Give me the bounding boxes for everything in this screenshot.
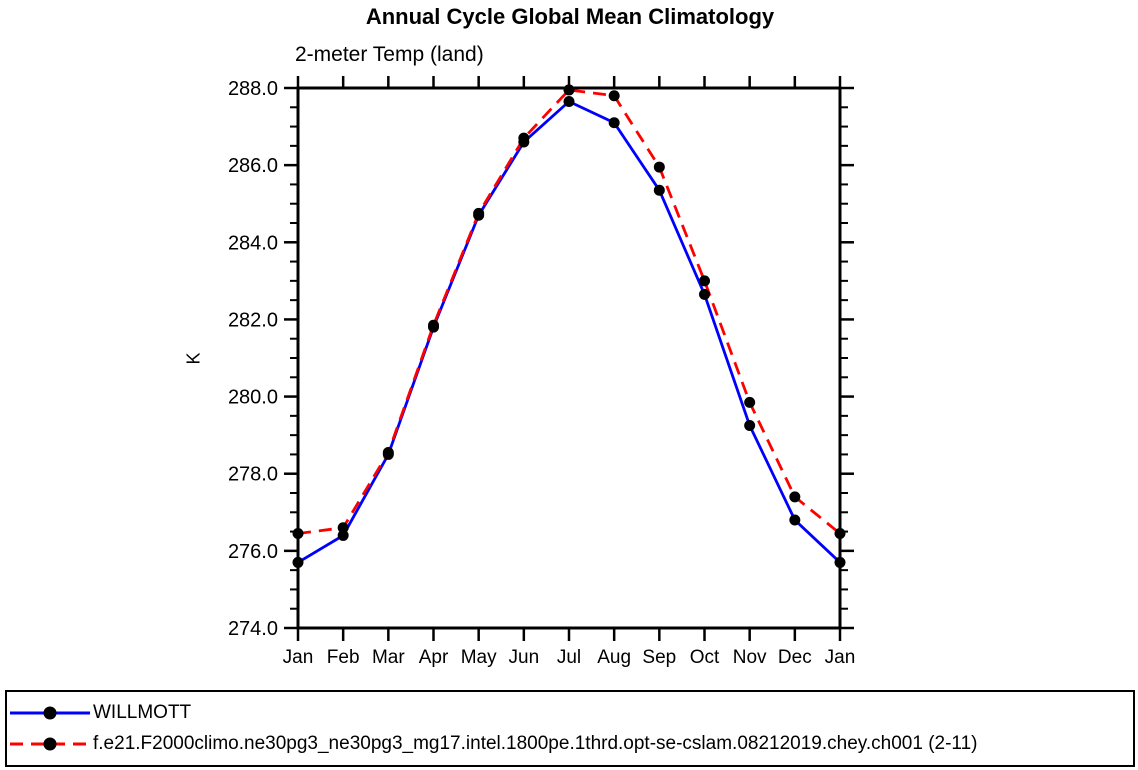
data-point-marker [563,84,575,96]
legend-marker-dot-icon [43,737,57,751]
data-point-marker [789,491,801,503]
x-tick-label: Nov [733,647,767,668]
y-tick-label: 278.0 [228,464,278,486]
x-tick-label: Jun [509,647,540,668]
x-tick-label: Dec [778,647,812,668]
chart-title: Annual Cycle Global Mean Climatology [365,4,775,29]
data-point-marker [653,161,665,173]
data-point-marker [789,514,801,526]
legend-line-sample-solid-blue [10,706,90,720]
y-tick-label: 280.0 [228,387,278,409]
chart-subtitle: 2-meter Temp (land) [295,43,484,66]
x-tick-label: Jan [825,647,856,668]
chart-svg: Jan Feb Mar Apr May Jun Jul Aug Sep Oct Nov Dec Jan2… [228,76,856,668]
data-point-marker [608,90,620,102]
data-point-marker [699,288,710,300]
x-tick-label: Feb [327,647,360,668]
legend-line-sample-dashed-red [10,737,90,751]
y-tick-label: 276.0 [228,541,278,563]
data-point-marker [473,207,485,219]
chart-plot-area: Jan Feb Mar Apr May Jun Jul Aug Sep Oct Nov Dec Jan 2… [228,76,856,668]
data-point-marker [744,396,756,408]
data-point-marker [382,447,394,458]
data-point-marker [337,522,349,534]
plot-frame [296,86,842,630]
x-tick-label: Sep [642,647,676,668]
series-line-blue-solid [297,99,841,564]
data-point-marker [292,556,304,568]
legend-label-model-run: f.e21.F2000climo.ne30pg3_ne30pg3_mg17.in… [93,733,978,754]
legend-label-willmott: WILLMOTT [93,702,192,723]
data-point-marker [699,275,710,287]
x-tick-label: Apr [419,647,449,668]
data-point-marker [428,319,439,331]
legend-row-model-run: f.e21.F2000climo.ne30pg3_ne30pg3_mg17.in… [7,729,1133,760]
legend-marker-dot-icon [43,706,57,720]
data-point-marker [744,420,756,431]
x-tick-label: Jul [557,647,581,668]
y-tick-label: 284.0 [228,232,278,254]
legend-row-willmott: WILLMOTT [7,698,1133,729]
y-tick-label: 288.0 [228,78,278,100]
series-line-red-dashed [297,88,841,535]
data-point-marker [653,184,665,196]
data-point-marker [563,96,575,107]
data-point-marker [834,528,846,539]
data-point-marker [608,117,620,129]
data-point-marker [518,132,530,144]
y-tick-label: 286.0 [228,155,278,177]
x-tick-label: Aug [597,647,631,668]
y-tick-label: 274.0 [228,618,278,640]
x-tick-label: Mar [372,647,405,668]
legend-box: WILLMOTT f.e21.F2000climo.ne30pg3_ne30pg… [5,690,1135,767]
data-point-marker [834,556,846,568]
data-point-marker [337,529,349,541]
x-tick-label: Jan [283,647,314,668]
x-tick-label: May [461,647,497,668]
y-tick-label: 282.0 [228,309,278,331]
x-tick-label: Oct [690,647,720,668]
data-point-marker [292,528,304,539]
